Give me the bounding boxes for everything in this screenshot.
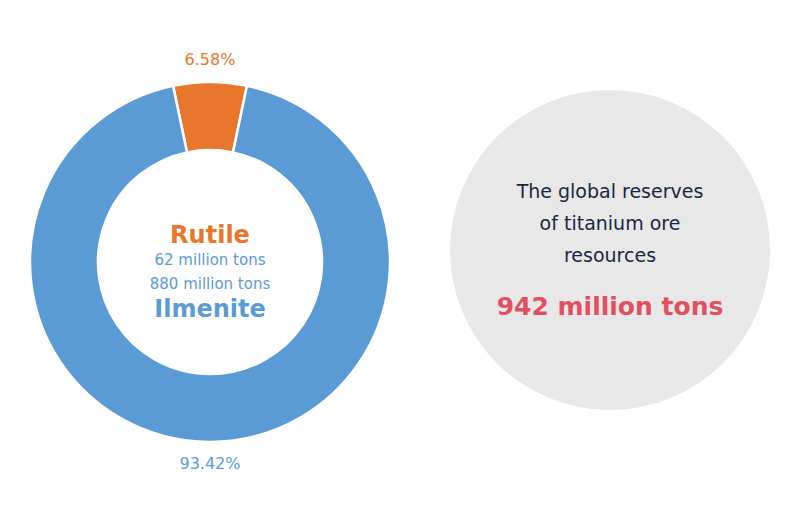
percent-label: 6.58% <box>185 50 236 69</box>
amount-label: 880 million tons <box>150 275 271 293</box>
bubble <box>450 90 770 410</box>
category-label: Ilmenite <box>154 295 266 323</box>
bubble-text: of titanium ore <box>540 212 681 234</box>
bubble-text: The global reserves <box>516 180 704 202</box>
category-label: Rutile <box>170 221 250 249</box>
chart: 6.58% 93.42% Rutile 62 million tons 880 mill… <box>0 0 800 530</box>
background <box>0 0 800 530</box>
bubble-text: resources <box>564 244 656 266</box>
speech-bubble <box>450 90 770 410</box>
percent-label: 93.42% <box>179 454 240 473</box>
donut <box>30 82 390 442</box>
amount-label: 62 million tons <box>155 251 266 269</box>
bubble-highlight: 942 million tons <box>497 292 724 321</box>
donut-slice <box>30 86 390 442</box>
